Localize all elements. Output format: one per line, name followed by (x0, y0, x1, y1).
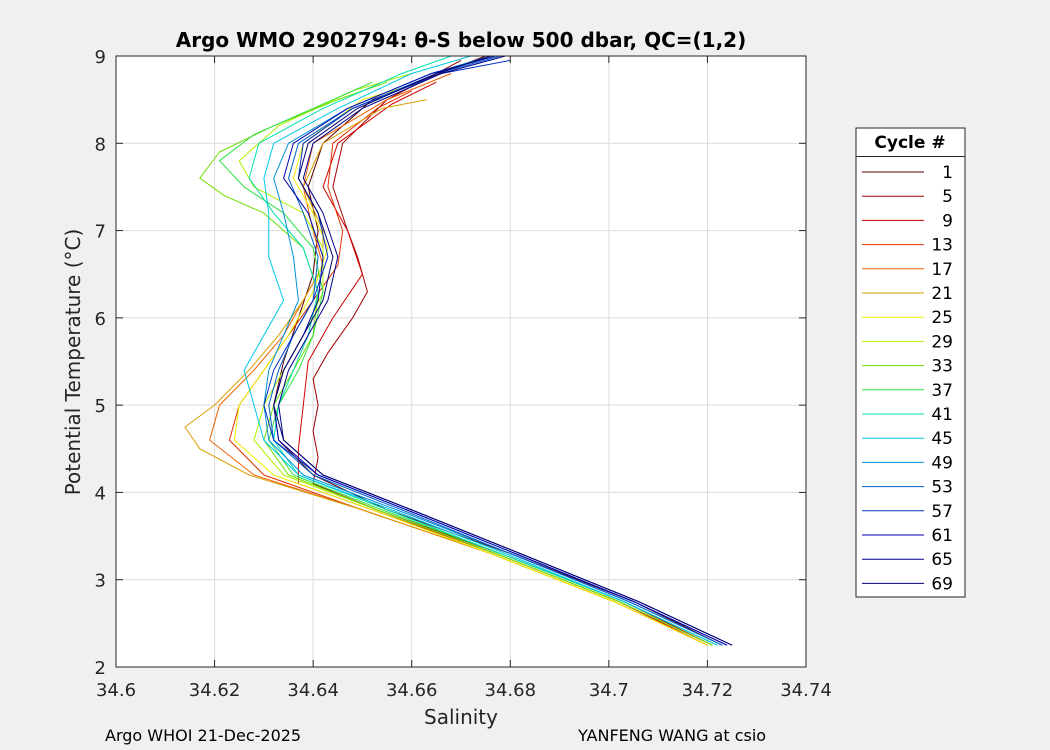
x-tick-label: 34.7 (589, 680, 629, 701)
legend-label: 61 (931, 526, 953, 546)
x-tick-label: 34.72 (682, 680, 734, 701)
legend-entry: 1 (862, 163, 953, 183)
legend-entry: 37 (862, 381, 953, 401)
series-line-cycle-37 (219, 81, 718, 646)
legend-box (855, 127, 966, 598)
legend-entry: 69 (862, 574, 953, 594)
legend-entry: 53 (862, 478, 953, 498)
chart-title: Argo WMO 2902794: θ-S below 500 dbar, QC… (176, 28, 746, 52)
y-tick-label: 3 (95, 571, 106, 592)
legend-label: 45 (931, 429, 953, 449)
grid-lines (116, 56, 806, 667)
legend-entry: 33 (862, 357, 953, 377)
legend-label: 21 (931, 284, 953, 304)
x-tick-label: 34.68 (485, 680, 537, 701)
plot-frame (115, 55, 807, 668)
legend-entry: 25 (862, 308, 953, 328)
series-line-cycle-9 (297, 81, 708, 646)
plot-area (116, 56, 806, 667)
y-tick-label: 8 (95, 134, 106, 155)
legend-entry: 17 (862, 260, 953, 280)
y-axis-label: Potential Temperature (°C) (61, 229, 85, 496)
footer-left-text: Argo WHOI 21-Dec-2025 (105, 726, 302, 745)
legend-label: 25 (931, 308, 953, 328)
y-tick-label: 6 (95, 309, 106, 330)
x-tick-label: 34.74 (780, 680, 832, 701)
axis-ticks: 34.6 34.62 34.64 34.66 34.68 34.7 34.72 34.74 2 3… (95, 47, 832, 701)
series-line-cycle-69 (273, 55, 733, 646)
legend: Cycle # 1 5 9 13 17 21 25 29 33 37 41 45 49 53 57 61 65 6… (855, 127, 966, 598)
legend-label: 13 (931, 236, 953, 256)
y-tick-label: 4 (95, 483, 106, 504)
legend-entry: 45 (862, 429, 953, 449)
series-line-cycle-21 (184, 99, 708, 646)
legend-label: 57 (931, 502, 953, 522)
legend-label: 9 (942, 211, 953, 231)
y-tick-label: 5 (95, 396, 106, 417)
x-tick-label: 34.6 (96, 680, 136, 701)
series-line-cycle-1 (273, 55, 723, 646)
legend-label: 1 (942, 163, 953, 183)
legend-entry: 9 (862, 211, 953, 231)
legend-label: 29 (931, 332, 953, 352)
legend-title: Cycle # (874, 133, 945, 153)
x-tick-label: 34.62 (189, 680, 241, 701)
legend-entry: 13 (862, 236, 953, 256)
legend-entry: 29 (862, 332, 953, 352)
series-lines (184, 55, 733, 646)
y-tick-label: 2 (95, 658, 106, 679)
y-tick-label: 7 (95, 222, 106, 243)
legend-label: 17 (931, 260, 953, 280)
legend-entry: 21 (862, 284, 953, 304)
series-line-cycle-49 (263, 55, 723, 646)
legend-entry: 41 (862, 405, 953, 425)
footer-right-text: YANFENG WANG at csio (578, 726, 767, 745)
legend-entry: 57 (862, 502, 953, 522)
legend-label: 65 (931, 550, 953, 570)
legend-entry: 49 (862, 453, 953, 473)
legend-label: 41 (931, 405, 953, 425)
legend-entry: 5 (862, 187, 953, 207)
legend-label: 53 (931, 478, 953, 498)
x-axis-label: Salinity (424, 705, 498, 729)
x-tick-label: 34.64 (287, 680, 339, 701)
legend-entry: 65 (862, 550, 953, 570)
legend-label: 37 (931, 381, 953, 401)
legend-label: 33 (931, 357, 953, 377)
y-tick-label: 9 (95, 47, 106, 68)
legend-entry: 61 (862, 526, 953, 546)
legend-label: 5 (942, 187, 953, 207)
legend-label: 49 (931, 453, 953, 473)
x-tick-label: 34.66 (386, 680, 438, 701)
series-line-cycle-45 (243, 55, 718, 646)
legend-label: 69 (931, 574, 953, 594)
